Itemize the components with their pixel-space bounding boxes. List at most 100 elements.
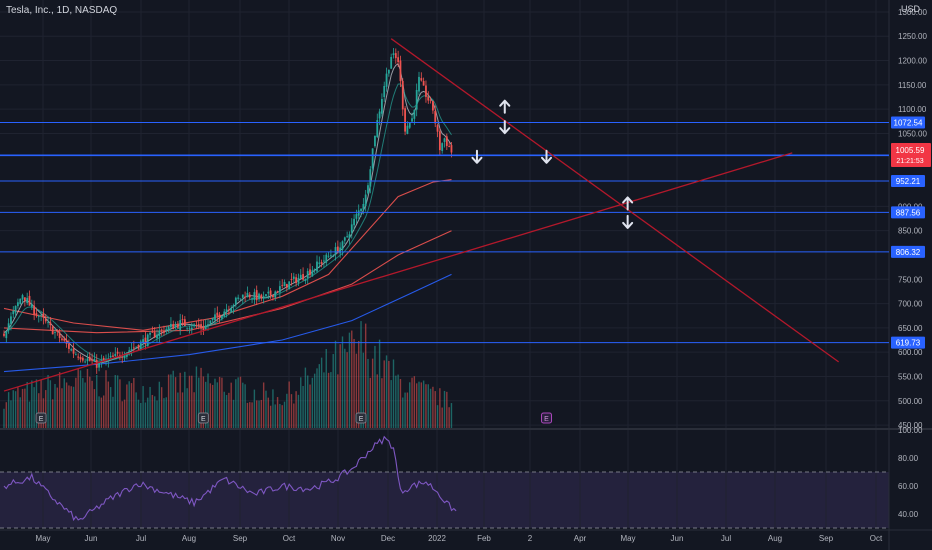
candle-body: [172, 324, 175, 330]
volume-bar: [214, 378, 216, 428]
candle-body: [58, 332, 61, 338]
volume-bar: [260, 399, 263, 428]
volume-bar: [246, 402, 249, 428]
candle-body: [160, 329, 163, 331]
candle-body: [306, 271, 309, 279]
candle-body: [149, 332, 151, 335]
volume-bar: [68, 385, 70, 428]
level-price-label: 806.32: [896, 248, 921, 257]
volume-bar: [346, 352, 348, 428]
level-price-label: 952.21: [896, 177, 921, 186]
volume-bar: [323, 372, 325, 428]
candle-body: [246, 292, 249, 298]
volume-bar: [302, 386, 304, 428]
volume-bar: [10, 400, 12, 428]
candle-body: [188, 328, 191, 330]
candle-body: [112, 355, 114, 357]
candle-body: [223, 311, 226, 317]
candle-body: [165, 329, 168, 331]
candle-body: [70, 349, 73, 351]
volume-bar: [272, 389, 274, 428]
rsi-tick-label: 40.00: [898, 510, 919, 519]
volume-bar: [402, 397, 404, 428]
volume-bar: [406, 392, 409, 428]
candle-body: [102, 357, 105, 361]
candle-body: [302, 274, 304, 280]
volume-bar: [362, 352, 365, 428]
candle-body: [54, 332, 56, 333]
volume-bar: [369, 377, 372, 428]
candle-body: [269, 290, 272, 296]
candle-body: [239, 298, 242, 300]
earnings-marker-label: E: [201, 416, 206, 423]
volume-bar: [5, 402, 8, 428]
earnings-marker: [197, 412, 209, 424]
candle-body: [357, 210, 360, 216]
volume-bar: [107, 381, 110, 428]
volume-bar: [49, 380, 52, 428]
candle-body: [408, 122, 411, 128]
volume-bar: [225, 395, 228, 428]
volume-bar: [228, 392, 230, 428]
last-price-tag: [891, 143, 931, 168]
volume-bar: [290, 394, 293, 428]
candle-body: [61, 338, 63, 340]
volume-bar: [281, 405, 283, 428]
x-tick-label: 2022: [428, 534, 446, 543]
candle-body: [425, 85, 427, 97]
candle-body: [193, 324, 196, 326]
candle-body: [288, 281, 291, 290]
earnings-marker-label: E: [359, 416, 364, 423]
volume-bar: [98, 396, 100, 428]
volume-bar: [262, 382, 265, 428]
arrow-up-icon: [499, 99, 511, 114]
candle-body: [241, 294, 244, 298]
candle-body: [290, 279, 293, 281]
volume-bar: [330, 372, 332, 428]
volume-bar: [374, 345, 376, 428]
candle-body: [167, 326, 170, 332]
volume-bar: [151, 394, 154, 428]
candle-body: [445, 136, 448, 146]
candle-body: [56, 330, 59, 332]
volume-bar: [75, 377, 77, 428]
volume-bar: [320, 357, 323, 428]
volume-bar: [348, 332, 351, 428]
candle-body: [95, 359, 98, 368]
candle-body: [438, 131, 441, 151]
candle-body: [436, 125, 439, 132]
x-tick-label: Oct: [283, 534, 296, 543]
candle-body: [341, 241, 344, 250]
rsi-line: [3, 435, 457, 522]
last-price-label: 1005.59: [896, 146, 925, 155]
volume-bar: [313, 373, 316, 428]
volume-bar: [427, 384, 429, 428]
candle-body: [316, 261, 318, 272]
candle-body: [84, 361, 87, 363]
volume-bar: [198, 377, 200, 428]
volume-bar: [149, 386, 151, 428]
volume-bar: [351, 330, 353, 428]
volume-bar: [256, 400, 258, 428]
candle-body: [17, 302, 19, 307]
volume-bar: [367, 358, 369, 428]
volume-bar: [392, 359, 395, 428]
volume-bar: [195, 366, 198, 428]
candle-body: [174, 324, 177, 328]
x-tick-label: Oct: [870, 534, 883, 543]
candle-body: [5, 331, 8, 339]
volume-bar: [341, 336, 344, 428]
candle-body: [327, 255, 330, 257]
volume-bar: [26, 382, 28, 428]
volume-bar: [443, 390, 446, 428]
volume-bar: [378, 339, 381, 428]
candle-body: [163, 330, 165, 333]
x-tick-label: Feb: [477, 534, 491, 543]
volume-bar: [12, 390, 14, 428]
candle-body: [258, 293, 260, 300]
candle-body: [186, 327, 189, 329]
volume-bar: [70, 386, 72, 428]
candle-body: [218, 314, 221, 319]
